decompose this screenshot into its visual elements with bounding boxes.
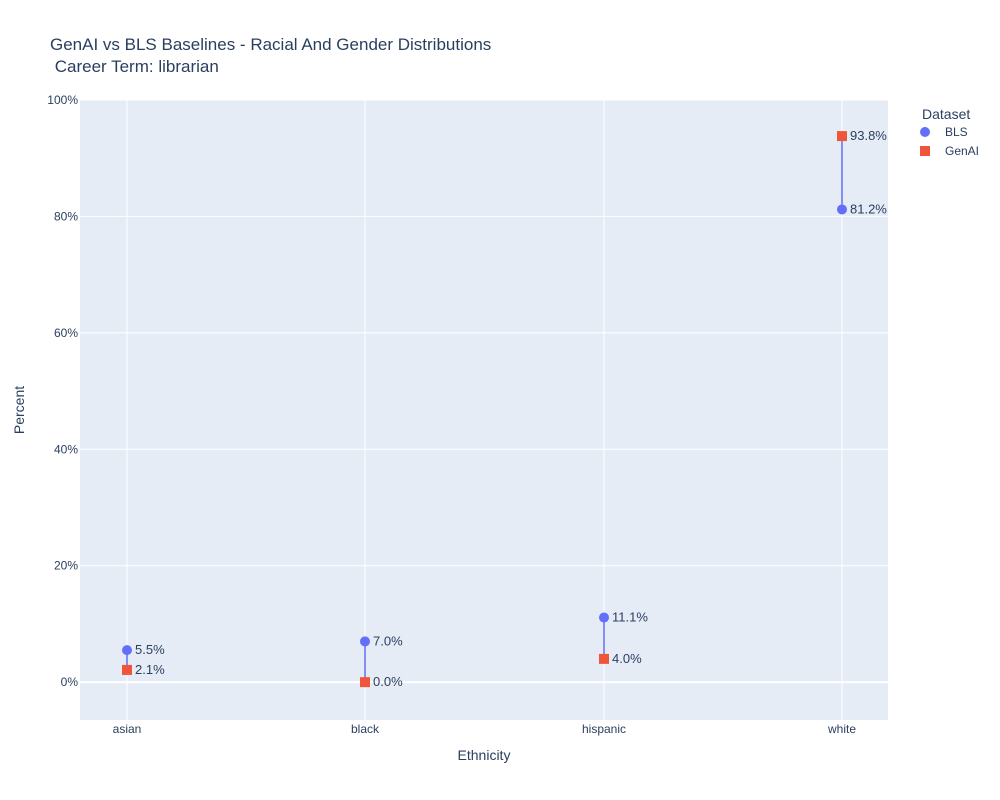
bls-data-label: 81.2% — [850, 201, 887, 216]
genai-data-label: 4.0% — [612, 651, 642, 666]
marker-layer — [122, 131, 847, 688]
y-tick-label: 20% — [54, 559, 78, 573]
grid-layer — [80, 99, 888, 720]
genai-point[interactable] — [599, 653, 609, 664]
chart-title-line1: GenAI vs BLS Baselines - Racial And Gend… — [50, 35, 491, 54]
bls-point[interactable] — [599, 612, 609, 623]
bls-point[interactable] — [837, 204, 847, 215]
y-tick-label: 40% — [54, 442, 78, 456]
x-tick-label: asian — [113, 722, 142, 736]
legend-genai-marker[interactable] — [920, 146, 930, 156]
legend-items: BLS GenAI — [920, 125, 979, 158]
bls-data-label: 11.1% — [612, 610, 648, 625]
bls-point[interactable] — [360, 636, 370, 647]
legend-genai-label[interactable]: GenAI — [945, 144, 979, 158]
tick-layer: 0% 20% 40% 60% 80% 100% asian black hispanic whit… — [47, 93, 856, 736]
legend-bls-marker[interactable] — [920, 127, 930, 137]
chart-title-line2: Career Term: librarian — [50, 57, 219, 76]
plot-background — [80, 100, 888, 720]
y-tick-label: 100% — [47, 93, 78, 107]
y-tick-label: 80% — [54, 209, 78, 223]
genai-data-label: 0.0% — [373, 674, 403, 689]
legend: Dataset BLS GenAI — [920, 106, 979, 158]
x-axis-title: Ethnicity — [458, 747, 511, 763]
genai-point[interactable] — [837, 131, 847, 142]
label-layer: 5.5% 7.0% 11.1% 81.2% 2.1% 0.0% 4.0% 93.8% — [135, 128, 887, 689]
y-axis-title: Percent — [11, 386, 27, 434]
x-tick-label: white — [827, 722, 856, 736]
bls-point[interactable] — [122, 645, 132, 656]
genai-data-label: 93.8% — [850, 128, 887, 143]
bls-data-label: 5.5% — [135, 642, 165, 657]
x-tick-label: black — [351, 722, 380, 736]
y-tick-label: 0% — [61, 675, 79, 689]
x-tick-label: hispanic — [582, 722, 626, 736]
y-tick-label: 60% — [54, 326, 78, 340]
legend-bls-label[interactable]: BLS — [945, 125, 968, 139]
legend-title: Dataset — [922, 106, 970, 122]
bls-data-label: 7.0% — [373, 633, 403, 648]
genai-point[interactable] — [122, 664, 132, 675]
genai-point[interactable] — [360, 677, 370, 688]
genai-data-label: 2.1% — [135, 662, 165, 677]
